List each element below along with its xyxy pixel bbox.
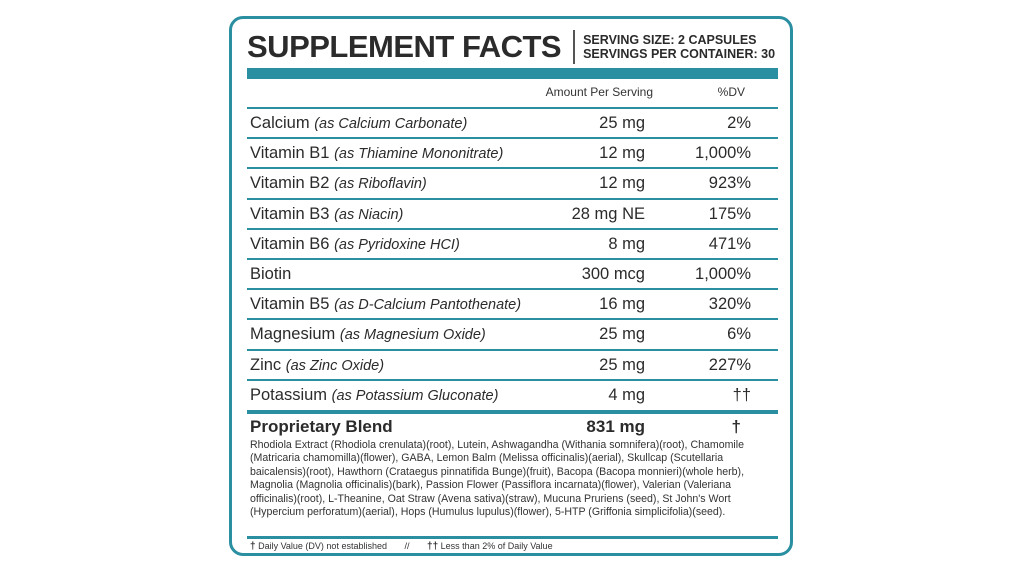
- footer-rule: [247, 536, 778, 539]
- proprietary-blend-row: Proprietary Blend 831 mg †: [247, 417, 778, 439]
- serving-info: SERVING SIZE: 2 CAPSULES SERVINGS PER CO…: [583, 33, 775, 61]
- nutrient-name: Vitamin B5 (as D-Calcium Pantothenate): [250, 295, 522, 314]
- double-dagger-text: Less than 2% of Daily Value: [440, 541, 553, 551]
- serving-size: SERVING SIZE: 2 CAPSULES: [583, 33, 757, 47]
- nutrient-amount: 8 mg: [608, 234, 645, 253]
- nutrient-row-potassium: Potassium (as Potassium Gluconate) 4 mg …: [247, 381, 778, 411]
- nutrient-row-vitamin-b2: Vitamin B2 (as Riboflavin) 12 mg 923%: [247, 169, 778, 200]
- dagger-symbol: †: [250, 541, 256, 552]
- nutrient-row-magnesium: Magnesium (as Magnesium Oxide) 25 mg 6%: [247, 320, 778, 351]
- nutrient-name: Vitamin B1 (as Thiamine Mononitrate): [250, 144, 504, 163]
- nutrient-row-calcium: Calcium (as Calcium Carbonate) 25 mg 2%: [247, 109, 778, 140]
- nutrient-name: Magnesium (as Magnesium Oxide): [250, 325, 486, 344]
- nutrient-name: Vitamin B6 (as Pyridoxine HCI): [250, 234, 460, 253]
- nutrient-name: Vitamin B3 (as Niacin): [250, 204, 404, 223]
- nutrient-row-vitamin-b3: Vitamin B3 (as Niacin) 28 mg NE 175%: [247, 200, 778, 230]
- blend-dv: †: [731, 417, 741, 436]
- nutrient-dv: 471%: [708, 234, 751, 253]
- nutrient-dv: 2%: [727, 114, 751, 132]
- nutrient-rows: Calcium (as Calcium Carbonate) 25 mg 2% …: [247, 109, 778, 411]
- nutrient-amount: 300 mcg: [581, 264, 645, 283]
- blend-name: Proprietary Blend: [250, 417, 393, 436]
- blend-amount: 831 mg: [586, 417, 645, 436]
- footnote-separator: //: [404, 541, 410, 551]
- nutrient-row-vitamin-b6: Vitamin B6 (as Pyridoxine HCI) 8 mg 471%: [247, 230, 778, 260]
- nutrient-row-biotin: Biotin 300 mcg 1,000%: [247, 260, 778, 291]
- facts-header: SUPPLEMENT FACTS SERVING SIZE: 2 CAPSULE…: [247, 25, 778, 69]
- facts-title: SUPPLEMENT FACTS: [247, 29, 562, 64]
- nutrient-amount: 4 mg: [608, 385, 645, 404]
- blend-divider: [247, 410, 778, 414]
- nutrient-dv: 923%: [708, 174, 751, 193]
- amount-column-header: Amount Per Serving: [545, 85, 653, 99]
- nutrient-dv: 175%: [708, 204, 751, 223]
- nutrient-amount: 28 mg NE: [571, 204, 645, 223]
- dagger-text: Daily Value (DV) not established: [258, 541, 387, 551]
- nutrient-amount: 12 mg: [599, 174, 645, 193]
- nutrient-dv: 1,000%: [695, 264, 751, 283]
- nutrient-name: Zinc (as Zinc Oxide): [250, 355, 385, 374]
- nutrient-name: Potassium (as Potassium Gluconate): [250, 385, 499, 404]
- nutrient-dv: 227%: [708, 355, 751, 374]
- nutrient-dv: 320%: [708, 295, 751, 314]
- nutrient-dv: 6%: [727, 325, 751, 344]
- header-divider: [573, 30, 576, 64]
- nutrient-amount: 25 mg: [599, 355, 645, 374]
- footnote: † Daily Value (DV) not established // ††…: [250, 541, 553, 552]
- nutrient-name: Vitamin B2 (as Riboflavin): [250, 174, 427, 193]
- nutrient-dv: 1,000%: [695, 144, 751, 163]
- nutrient-name: Calcium (as Calcium Carbonate): [250, 114, 468, 132]
- nutrient-amount: 25 mg: [599, 325, 645, 344]
- nutrient-name: Biotin: [250, 264, 292, 283]
- nutrient-amount: 12 mg: [599, 144, 645, 163]
- nutrient-row-zinc: Zinc (as Zinc Oxide) 25 mg 227%: [247, 351, 778, 381]
- supplement-facts-panel: SUPPLEMENT FACTS SERVING SIZE: 2 CAPSULE…: [229, 16, 793, 556]
- dv-column-header: %DV: [717, 85, 745, 99]
- nutrient-dv: ††: [732, 385, 751, 404]
- double-dagger-symbol: ††: [427, 541, 439, 552]
- nutrient-amount: 25 mg: [599, 114, 645, 132]
- header-bar: [247, 68, 778, 79]
- nutrient-row-vitamin-b5: Vitamin B5 (as D-Calcium Pantothenate) 1…: [247, 290, 778, 321]
- nutrient-row-vitamin-b1: Vitamin B1 (as Thiamine Mononitrate) 12 …: [247, 139, 778, 170]
- servings-per-container: SERVINGS PER CONTAINER: 30: [583, 47, 776, 61]
- column-header-rule: [247, 107, 778, 109]
- blend-ingredients: Rhodiola Extract (Rhodiola crenulata)(ro…: [250, 439, 745, 519]
- nutrient-amount: 16 mg: [599, 295, 645, 314]
